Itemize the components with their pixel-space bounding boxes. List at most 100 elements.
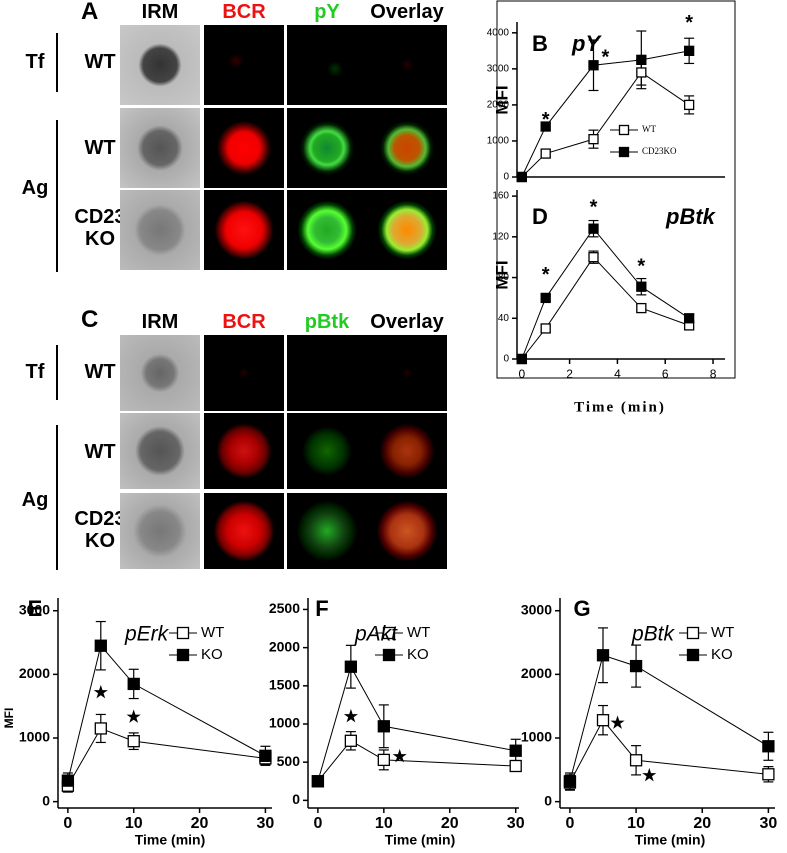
x-tick-label: 10 (627, 815, 645, 832)
data-point (636, 54, 647, 65)
row-label: CD23 KO (74, 508, 126, 552)
micrograph (204, 335, 284, 411)
legend-label: WT (711, 624, 734, 641)
data-point (683, 313, 695, 324)
legend-label: KO (711, 646, 733, 663)
micrograph (367, 25, 447, 105)
panel-letter: G (573, 596, 590, 621)
micrograph (367, 493, 447, 569)
y-tick-label: 1000 (19, 729, 50, 745)
x-tick-label: 0 (518, 367, 525, 381)
legend-marker (618, 146, 630, 158)
legend-label: CD23KO (642, 146, 677, 156)
y-tick-label: 500 (277, 753, 301, 769)
y-tick-label: 4000 (487, 27, 510, 38)
significance-mark: ★ (344, 708, 359, 725)
legend-marker (686, 648, 700, 662)
x-tick-label: 8 (710, 367, 717, 381)
y-tick-label: 160 (492, 191, 509, 202)
data-point (683, 45, 695, 56)
x-tick-label: 20 (693, 815, 711, 832)
y-tick-label: 0 (503, 172, 509, 183)
data-point (377, 753, 390, 767)
data-point (94, 639, 107, 652)
micrograph (204, 190, 284, 270)
data-point (540, 121, 551, 132)
column-header: IRM (141, 1, 179, 23)
data-point (683, 99, 695, 111)
micrograph (120, 190, 200, 270)
y-tick-label: 80 (498, 272, 510, 283)
legend-marker (686, 626, 700, 640)
legend-label: WT (407, 624, 430, 641)
series-line (67, 644, 266, 781)
data-point (588, 134, 599, 145)
row-label: WT (84, 137, 116, 159)
x-tick-label: 20 (191, 815, 209, 832)
data-point (540, 323, 551, 334)
x-tick-label: 10 (375, 815, 393, 832)
chart-title: pBtk (631, 623, 676, 646)
row-group-label: Ag (21, 177, 49, 199)
x-tick-label: 30 (507, 815, 525, 832)
micrograph (204, 413, 284, 489)
micrograph (120, 25, 200, 105)
column-header: BCR (222, 311, 266, 333)
micrograph (120, 493, 200, 569)
data-point (509, 759, 522, 773)
x-tick-label: 0 (313, 815, 322, 832)
y-axis-label: MFI (492, 85, 511, 114)
micrograph (120, 108, 200, 188)
data-point (127, 735, 140, 748)
legend-label: WT (642, 124, 656, 134)
data-point (596, 649, 610, 662)
micrograph (287, 493, 367, 569)
series-line (317, 740, 516, 782)
x-tick-label: 4 (614, 367, 621, 381)
data-point (762, 768, 775, 781)
micrograph (287, 25, 367, 105)
panel-letter: A (81, 0, 99, 25)
chart-title: pAkt (354, 623, 398, 646)
y-tick-label: 3000 (19, 601, 50, 617)
column-header: Overlay (370, 1, 444, 23)
x-tick-label: 0 (63, 815, 72, 832)
y-tick-label: 2000 (521, 665, 552, 681)
data-point (516, 353, 527, 365)
significance-mark: * (542, 109, 550, 131)
data-point (509, 744, 522, 757)
micrograph (367, 335, 447, 411)
row-label: WT (84, 361, 116, 383)
row-label: CD23 KO (74, 206, 126, 250)
significance-mark: ★ (127, 709, 142, 726)
legend-marker (382, 648, 396, 662)
x-axis-label: Time (min) (635, 832, 706, 848)
data-point (127, 677, 140, 691)
data-point (588, 60, 599, 71)
data-point (311, 775, 325, 788)
data-point (588, 223, 599, 234)
legend-marker (382, 626, 396, 640)
significance-mark: ★ (642, 767, 657, 784)
micrograph (287, 190, 367, 270)
y-tick-label: 0 (292, 791, 300, 807)
micrograph (120, 335, 200, 411)
data-point (588, 252, 599, 263)
significance-mark: ★ (610, 715, 625, 732)
y-tick-label: 0 (503, 354, 509, 365)
y-tick-label: 2000 (487, 100, 510, 111)
data-point (636, 302, 647, 314)
chart-title: pBtk (665, 204, 717, 229)
data-point (516, 171, 527, 183)
panel-letter: F (315, 596, 328, 621)
column-header: pBtk (304, 311, 350, 333)
micrograph (287, 335, 367, 411)
significance-mark: * (602, 46, 610, 68)
y-tick-label: 120 (492, 231, 509, 242)
series-line (67, 727, 266, 786)
micrograph (367, 190, 447, 270)
micrograph (367, 413, 447, 489)
x-tick-label: 0 (565, 815, 574, 832)
micrograph (204, 108, 284, 188)
chart-title: pY (571, 31, 602, 56)
